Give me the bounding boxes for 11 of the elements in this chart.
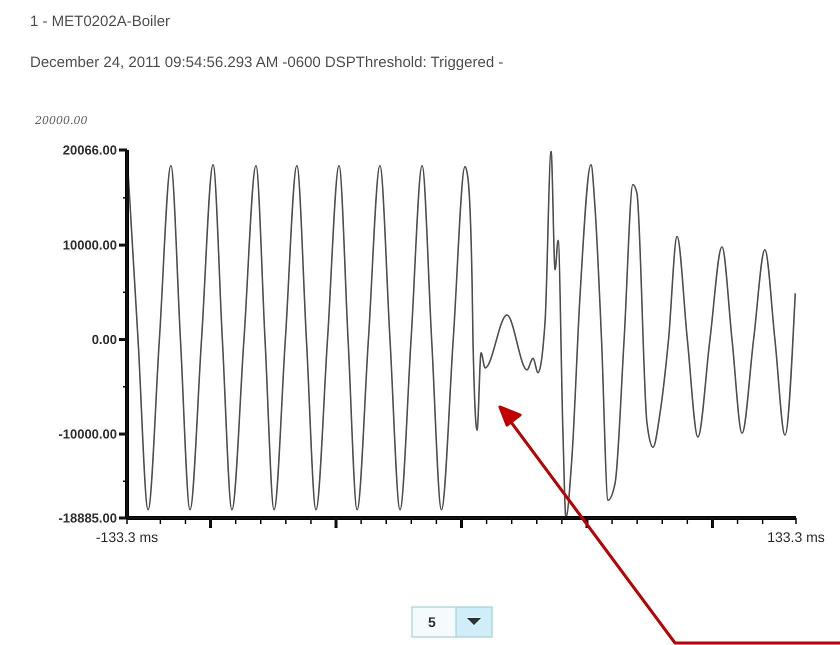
dropdown: 5 <box>412 606 492 638</box>
x-tick-label: 133.3 ms <box>767 529 825 545</box>
y-tick-label: -10000.00 <box>58 426 117 442</box>
y-tick-label: 10000.00 <box>62 238 117 253</box>
y-tick-label: -18885.00 <box>58 510 117 526</box>
y-tick-label: 20066.00 <box>62 142 117 158</box>
y-tick-label: 0.00 <box>92 332 117 348</box>
text: 20000.00 <box>34 114 88 127</box>
x-tick-label: -133.3 ms <box>96 529 158 545</box>
chart-subtitle: December 24, 2011 09:54:56.293 AM -0600 DSPThreshold: Triggered - <box>30 54 504 71</box>
chart-title: 1 - MET0202A-Boiler <box>30 13 170 30</box>
